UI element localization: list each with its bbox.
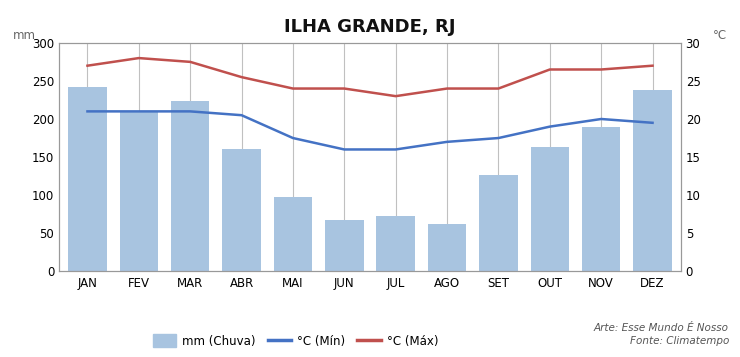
Bar [582,127,620,271]
Bar [325,220,363,271]
Text: Arte: Esse Mundo É Nosso
Fonte: Climatempo: Arte: Esse Mundo É Nosso Fonte: Climatem… [594,323,729,346]
Title: ILHA GRANDE, RJ: ILHA GRANDE, RJ [284,18,456,36]
Text: °C: °C [713,29,727,42]
Bar [68,87,107,271]
Bar [531,147,569,271]
Bar [222,150,260,271]
Text: mm: mm [13,29,36,42]
Bar [120,111,158,271]
Bar [274,197,312,271]
Bar [428,224,466,271]
Bar [377,216,415,271]
Bar [480,175,518,271]
Legend: mm (Chuva), °C (Mín), °C (Máx): mm (Chuva), °C (Mín), °C (Máx) [148,330,443,352]
Bar [633,90,672,271]
Bar [171,101,209,271]
